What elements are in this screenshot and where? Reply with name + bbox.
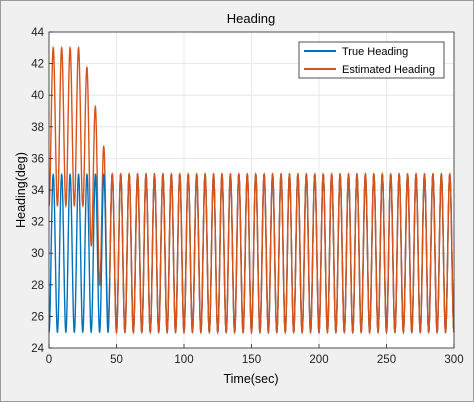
x-tick-label: 150 [242, 354, 261, 366]
legend-label-estimated-heading: Estimated Heading [342, 64, 435, 76]
y-tick-label: 40 [31, 90, 44, 102]
y-tick-label: 32 [31, 217, 44, 229]
y-tick-label: 44 [31, 27, 44, 39]
y-axis-label: Heading(deg) [14, 152, 28, 228]
legend: True Heading Estimated Heading [298, 41, 445, 79]
series-true-heading-line [48, 173, 118, 333]
y-tick-label: 28 [31, 280, 44, 292]
series-estimated-heading-line-overlay [109, 172, 455, 335]
y-tick-label: 38 [31, 122, 44, 134]
x-tick-label: 0 [46, 354, 52, 366]
x-tick-label: 250 [377, 354, 396, 366]
ticks: 0 50 100 150 200 250 300 24 26 28 30 32 34 36 38 40 42 44 [31, 27, 463, 366]
y-tick-label: 30 [31, 248, 44, 260]
x-tick-label: 100 [174, 354, 193, 366]
y-tick-label: 34 [31, 185, 44, 197]
legend-box [298, 41, 445, 79]
x-tick-label: 50 [110, 354, 123, 366]
x-tick-label: 200 [309, 354, 328, 366]
y-tick-label: 26 [31, 311, 44, 323]
series-layer [48, 46, 455, 335]
legend-label-true-heading: True Heading [342, 46, 408, 58]
x-axis-label: Time(sec) [223, 372, 278, 386]
y-tick-label: 36 [31, 153, 44, 165]
x-tick-label: 300 [444, 354, 463, 366]
chart-title: Heading [227, 11, 275, 26]
y-tick-label: 42 [31, 59, 44, 71]
y-tick-label: 24 [31, 343, 44, 355]
